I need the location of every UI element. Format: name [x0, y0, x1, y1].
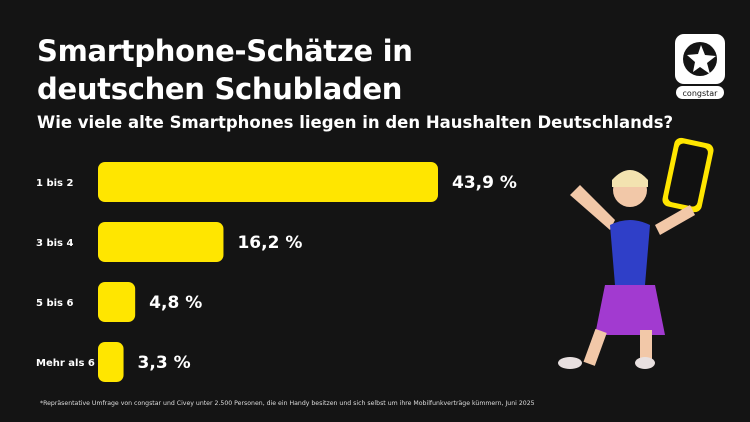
- subtitle: Wie viele alte Smartphones liegen in den…: [37, 113, 674, 132]
- category-label: Mehr als 6: [36, 358, 95, 369]
- category-label: 5 bis 6: [36, 298, 73, 309]
- category-label: 3 bis 4: [36, 238, 73, 249]
- footnote: *Repräsentative Umfrage von congstar und…: [40, 400, 535, 407]
- person-illustration: [558, 137, 714, 369]
- category-label: 1 bis 2: [36, 178, 73, 189]
- bar-chart: 1 bis 2 43,9 % 3 bis 4 16,2 % 5 bis 6 4,8 % Me…: [36, 162, 517, 382]
- value-label: 4,8 %: [149, 293, 202, 313]
- bar: [98, 162, 438, 202]
- congstar-logo: congstar: [675, 34, 725, 99]
- value-label: 43,9 %: [452, 173, 517, 193]
- bar: [98, 342, 124, 382]
- page-title: Smartphone-Schätze in deutschen Schublade…: [37, 32, 413, 108]
- logo-text: congstar: [683, 89, 719, 98]
- bar: [98, 282, 136, 322]
- value-label: 3,3 %: [138, 353, 191, 373]
- value-label: 16,2 %: [237, 233, 302, 253]
- title-line-1: Smartphone-Schätze in: [37, 34, 413, 68]
- title-line-2: deutschen Schubladen: [37, 72, 403, 106]
- bar: [98, 222, 224, 262]
